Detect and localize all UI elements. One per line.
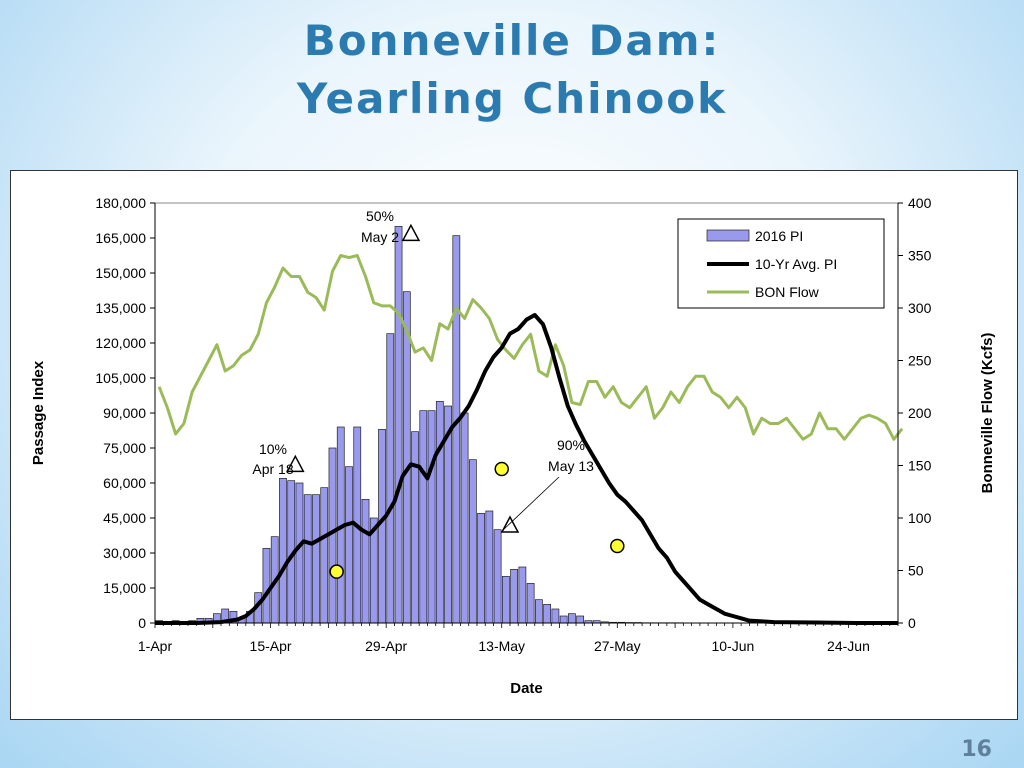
y-tick-label: 75,000 — [103, 440, 146, 456]
bar-2016-pi — [576, 615, 585, 624]
annotation-date: May 2 — [361, 229, 399, 245]
y-tick-label: 15,000 — [103, 580, 146, 596]
y2-tick-label: 0 — [908, 615, 916, 631]
bar-2016-pi — [295, 482, 304, 624]
bar-2016-pi — [320, 487, 329, 624]
y-tick-label: 120,000 — [95, 335, 146, 351]
bar-2016-pi — [559, 615, 568, 624]
bar-2016-pi — [452, 235, 461, 624]
series-line-bon-flow — [157, 254, 904, 441]
bar-2016-pi — [543, 603, 552, 624]
x-axis-title: Date — [510, 680, 543, 697]
y2-tick-label: 300 — [908, 300, 932, 316]
x-tick-label: 27-May — [594, 638, 641, 654]
x-tick-label: 15-Apr — [250, 638, 292, 654]
y2-tick-label: 350 — [908, 248, 932, 264]
x-tick-label: 10-Jun — [711, 638, 754, 654]
bar-2016-pi — [493, 529, 502, 624]
y-tick-label: 60,000 — [103, 475, 146, 491]
circle-marker — [329, 564, 344, 579]
x-tick-label: 29-Apr — [365, 638, 407, 654]
y2-tick-label: 400 — [908, 195, 932, 211]
annotation-leader-line — [501, 476, 560, 532]
triangle-marker — [401, 223, 421, 242]
y-tick-label: 45,000 — [103, 510, 146, 526]
bar-2016-pi — [394, 225, 403, 624]
bar-2016-pi — [411, 431, 419, 624]
page-number: 16 — [961, 737, 992, 762]
bar-2016-pi — [510, 568, 518, 624]
annotation-date: Apr 18 — [252, 461, 293, 477]
bar-2016-pi — [279, 477, 287, 624]
y2-tick-label: 50 — [908, 563, 924, 579]
circle-marker — [494, 461, 509, 477]
slide-title-line1: Bonneville Dam: — [303, 16, 721, 65]
bar-2016-pi — [386, 333, 395, 624]
y2-tick-label: 100 — [908, 510, 932, 526]
annotation-date: May 13 — [548, 458, 594, 474]
bar-2016-pi — [568, 613, 576, 624]
bar-2016-pi — [361, 498, 370, 624]
y2-tick-label: 150 — [908, 458, 932, 474]
annotation-pct: 50% — [366, 208, 394, 224]
chart-container: 180,000 165,000 150,000 135,000 120,000 105,0… — [10, 170, 1018, 720]
bar-2016-pi — [427, 410, 436, 624]
bar-2016-pi — [477, 512, 485, 624]
legend-label-bon-flow: BON Flow — [755, 284, 820, 300]
y2-tick-label: 200 — [908, 405, 932, 421]
x-tick-label: 24-Jun — [827, 638, 870, 654]
y-tick-label: 90,000 — [103, 405, 146, 421]
bar-2016-pi — [501, 575, 510, 624]
slide-title: Bonneville Dam: Yearling Chinook — [0, 12, 1024, 128]
y2-tick-label: 250 — [908, 353, 932, 369]
passage-chart: 180,000 165,000 150,000 135,000 120,000 105,0… — [30, 195, 996, 697]
bar-2016-pi — [460, 412, 469, 624]
circle-marker — [610, 538, 625, 554]
y-tick-label: 150,000 — [95, 265, 146, 281]
y-tick-label: 165,000 — [95, 230, 146, 246]
bar-2016-pi — [526, 582, 535, 624]
bar-2016-pi — [312, 494, 320, 624]
bar-2016-pi — [468, 459, 477, 624]
annotation-pct: 10% — [259, 441, 287, 457]
y-tick-label: 180,000 — [95, 195, 146, 211]
bar-2016-pi — [485, 510, 494, 624]
y-tick-label: 0 — [138, 615, 146, 631]
bar-2016-pi — [378, 428, 386, 624]
y-tick-label: 105,000 — [95, 370, 146, 386]
y2-axis-title: Bonneville Flow (Kcfs) — [979, 333, 996, 494]
y-axis-title: Passage Index — [30, 360, 47, 465]
y-tick-label: 30,000 — [103, 545, 146, 561]
triangle-marker — [286, 454, 305, 473]
x-tick-label: 1-Apr — [138, 638, 173, 654]
legend-label-2016-pi: 2016 PI — [755, 228, 803, 244]
legend-swatch-2016-pi — [706, 229, 750, 242]
bar-2016-pi — [262, 547, 271, 624]
triangle-marker — [500, 515, 520, 533]
bar-2016-pi — [518, 566, 527, 624]
slide-title-line2: Yearling Chinook — [296, 74, 728, 123]
bar-2016-pi — [535, 599, 543, 624]
y-tick-label: 135,000 — [95, 300, 146, 316]
bar-2016-pi — [419, 410, 428, 624]
series-line-10yr-avg — [155, 313, 898, 625]
bar-2016-pi — [551, 608, 560, 624]
legend-label-10yr-avg: 10-Yr Avg. PI — [755, 256, 837, 272]
bar-2016-pi — [435, 400, 444, 624]
annotation-pct: 90% — [557, 437, 585, 453]
x-tick-label: 13-May — [478, 638, 525, 654]
bar-2016-pi — [303, 494, 312, 624]
bar-2016-pi — [345, 466, 353, 624]
